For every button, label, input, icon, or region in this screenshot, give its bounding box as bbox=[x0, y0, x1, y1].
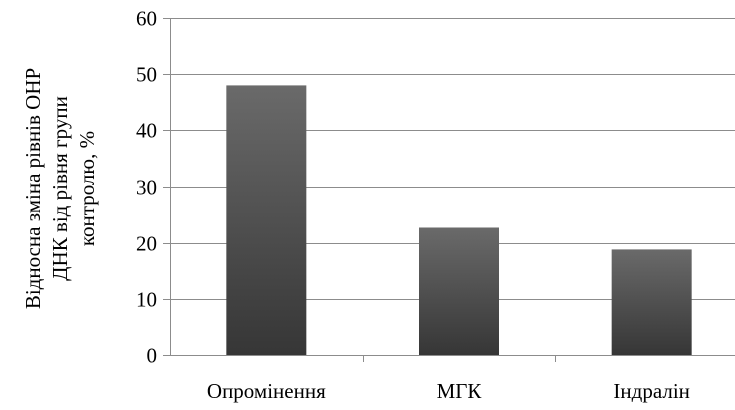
axes bbox=[163, 18, 735, 362]
y-tick-label-30: 30 bbox=[136, 176, 157, 200]
y-tick-label-40: 40 bbox=[136, 119, 157, 143]
bars bbox=[226, 85, 692, 356]
y-tick-label-50: 50 bbox=[136, 63, 157, 87]
x-tick-label-1: Опромінення bbox=[207, 379, 326, 403]
y-tick-label-20: 20 bbox=[136, 232, 157, 256]
x-tick-label-2: МГК bbox=[437, 379, 483, 403]
x-tick-labels: Опромінення МГК Індралін bbox=[207, 379, 690, 403]
y-tick-label-0: 0 bbox=[147, 344, 158, 368]
y-tick-labels: 0 10 20 30 40 50 60 bbox=[136, 7, 157, 368]
y-axis-title-line-1: Відносна зміна рівнів ОНР bbox=[21, 68, 45, 309]
y-axis-title-line-2: ДНК від рівня групи bbox=[48, 96, 72, 281]
bar-1 bbox=[226, 85, 307, 356]
y-axis-title-line-3: контролю, % bbox=[75, 131, 99, 246]
bar-3 bbox=[611, 249, 692, 355]
y-tick-label-10: 10 bbox=[136, 288, 157, 312]
x-tick-label-3: Індралін bbox=[613, 379, 689, 403]
bar-2 bbox=[419, 227, 499, 355]
y-tick-label-60: 60 bbox=[136, 7, 157, 31]
y-axis-title: Відносна зміна рівнів ОНР ДНК від рівня г… bbox=[21, 68, 99, 309]
